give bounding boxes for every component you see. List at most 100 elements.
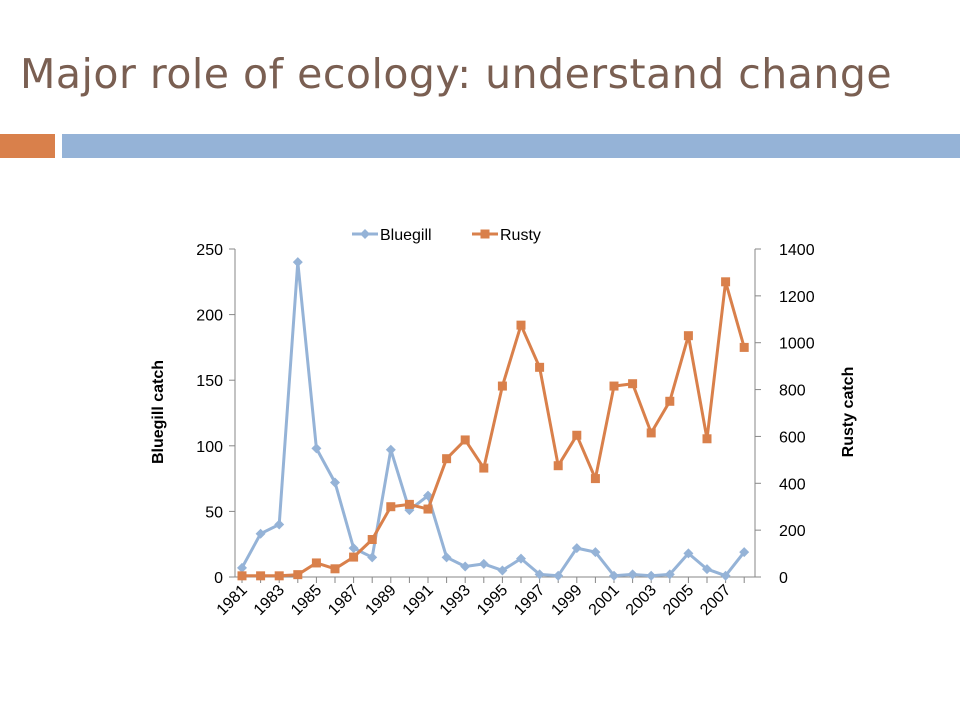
bluegill-point [627,569,638,580]
rusty-point [386,502,396,512]
title-divider-bar [62,134,960,158]
rusty-line [242,280,746,578]
x-tick-label: 2003 [623,582,660,619]
x-tick-label: 1989 [362,582,399,619]
rusty-point [739,342,749,352]
rusty-point [423,504,433,514]
y-left-tick-label: 200 [196,308,223,325]
bluegill-point [348,543,359,554]
x-tick-label: 1981 [214,582,251,619]
rusty-point [665,396,675,406]
rusty-point [646,428,656,438]
bluegill-point [385,444,396,455]
bluegill-point [534,569,545,580]
y-right-tick-label: 800 [779,383,806,400]
y-left-axis-title: Bluegill catch [150,360,167,464]
left-axis-ticks: 0 50 100 150 200 250 [196,242,235,587]
bluegill-point [441,552,452,563]
x-tick-label: 1983 [251,582,288,619]
bluegill-point [683,548,694,559]
rusty-point [497,381,507,391]
x-tick-label: 2007 [697,582,734,619]
bluegill-point [255,528,266,539]
right-axis-ticks: 0 200 400 600 800 1000 1200 1400 [755,242,815,587]
rusty-point [274,571,284,581]
bluegill-point [739,547,750,558]
bluegill-point [237,562,247,573]
y-left-tick-label: 0 [214,570,223,587]
x-tick-label: 1993 [437,582,474,619]
rusty-point [349,552,359,562]
y-right-tick-label: 200 [779,523,806,540]
chart-legend: Bluegill Rusty [352,227,541,244]
x-tick-label: 2005 [660,582,697,619]
bluegill-point [571,543,582,554]
x-tick-label: 1995 [474,582,511,619]
rusty-point [256,571,266,581]
y-right-tick-label: 600 [779,429,806,446]
y-right-tick-label: 400 [779,476,806,493]
y-left-tick-label: 150 [196,373,223,390]
rusty-point [330,564,340,574]
rusty-point [702,434,712,444]
x-tick-label: 1997 [511,582,548,619]
bluegill-point [497,565,508,576]
legend-label: Bluegill [380,227,432,244]
x-tick-label: 1987 [325,582,362,619]
series-rusty [237,277,749,581]
slide-title: Major role of ecology: understand change [20,50,893,98]
bluegill-point [478,558,489,569]
y-right-tick-label: 1000 [779,336,815,353]
rusty-point [311,558,321,568]
rusty-point [721,277,731,287]
bluegill-point [664,569,675,580]
legend-swatch-marker [360,229,370,239]
rusty-point [460,435,470,445]
rusty-point [367,535,377,545]
bluegill-point [274,519,285,530]
legend-swatch-marker [480,229,490,239]
rusty-point [404,499,414,509]
bluegill-point [553,570,564,581]
series-layer [237,257,750,581]
rusty-point [609,381,619,391]
bluegill-point [516,553,526,564]
y-right-tick-label: 0 [779,570,788,587]
y-right-tick-label: 1400 [779,242,815,259]
rusty-point [237,571,247,581]
rusty-point [479,463,489,473]
bluegill-point [720,570,731,581]
rusty-point [628,379,638,389]
x-tick-label: 1991 [400,582,437,619]
x-axis-ticks: 1981 1983 1985 1987 1989 1991 1993 1995 1997 1999… [214,577,745,619]
x-tick-label: 1999 [548,582,585,619]
y-right-tick-label: 1200 [779,289,815,306]
y-left-tick-label: 50 [205,504,223,521]
y-left-tick-label: 100 [196,439,223,456]
y-right-axis-title: Rusty catch [840,367,857,458]
bluegill-point [460,561,471,572]
bluegill-point [590,547,601,558]
bluegill-point [702,564,712,575]
rusty-point [553,461,563,471]
series-bluegill [237,257,750,581]
rusty-point [590,474,600,484]
bluegill-point [646,570,657,581]
x-tick-label: 2001 [586,582,623,619]
bluegill-point [609,570,619,581]
rusty-point [572,430,582,440]
rusty-point [516,320,526,330]
bluegill-point [311,443,322,454]
rusty-point [535,362,545,372]
rusty-point [442,454,452,464]
bluegill-point [292,257,303,268]
bluegill-point [330,477,340,488]
bluegill-line [240,260,746,578]
y-left-tick-label: 250 [196,242,223,259]
rusty-point [683,331,693,341]
bluegill-point [367,552,378,563]
legend-label: Rusty [500,227,541,244]
x-tick-label: 1985 [288,582,325,619]
rusty-point [293,570,303,580]
